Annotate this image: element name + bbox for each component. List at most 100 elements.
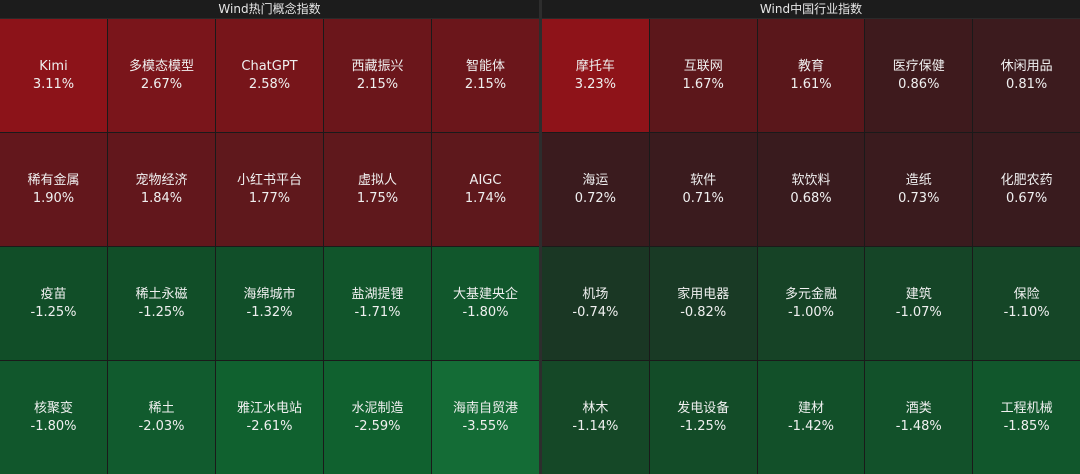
tile-name: 休闲用品 [1000,58,1053,74]
heatmap-tile[interactable]: 造纸 0.73% [865,133,973,246]
tile-change: -1.00% [787,304,834,320]
panel-title: Wind中国行业指数 [542,0,1080,19]
heatmap-tile[interactable]: 软饮料 0.68% [757,133,865,246]
heatmap-tile[interactable]: 雅江水电站 -2.61% [216,361,323,474]
heatmap-tile[interactable]: ChatGPT 2.58% [216,19,323,132]
tile-name: 水泥制造 [351,400,404,416]
heatmap-tile[interactable]: 摩托车 3.23% [542,19,649,132]
tile-change: -1.25% [680,418,727,434]
heatmap-tile[interactable]: 智能体 2.15% [432,19,539,132]
heatmap-tile[interactable]: 多元金融 -1.00% [757,247,865,360]
tile-name: 教育 [797,58,824,74]
heatmap-tile[interactable]: 宠物经济 1.84% [108,133,215,246]
tile-name: 稀土永磁 [135,286,188,302]
tile-change: -1.42% [787,418,834,434]
tile-name: 机场 [582,286,609,302]
heatmap-tile[interactable]: 保险 -1.10% [973,247,1080,360]
heatmap-tile[interactable]: 大基建央企 -1.80% [432,247,539,360]
tile-change: 2.67% [140,76,183,92]
tile-change: -2.03% [138,418,185,434]
industry-index-panel: Wind中国行业指数 摩托车 3.23% 互联网 1.67% 教育 1.61% 医疗保… [542,0,1080,474]
tile-name: ChatGPT [241,58,298,74]
tile-change: -1.80% [30,418,77,434]
tile-name: 稀有金属 [27,172,80,188]
tile-change: 3.11% [32,76,75,92]
heatmap-tile[interactable]: 发电设备 -1.25% [649,361,757,474]
tile-change: -0.74% [572,304,619,320]
tile-change: -1.32% [246,304,293,320]
heatmap-tile[interactable]: 化肥农药 0.67% [973,133,1080,246]
tile-name: 海运 [582,172,609,188]
heatmap-tile[interactable]: 盐湖提锂 -1.71% [324,247,431,360]
heatmap-tile[interactable]: 水泥制造 -2.59% [324,361,431,474]
tile-name: 虚拟人 [357,172,397,188]
tile-change: -0.82% [680,304,727,320]
tile-name: 西藏振兴 [351,58,404,74]
tile-name: 软件 [690,172,717,188]
tile-change: 2.15% [356,76,399,92]
tile-name: 小红书平台 [236,172,302,188]
tile-name: 宠物经济 [135,172,188,188]
heatmap-tile[interactable]: 海南自贸港 -3.55% [432,361,539,474]
tile-name: 雅江水电站 [236,400,302,416]
tile-change: -1.85% [1003,418,1050,434]
tile-name: 保险 [1013,286,1040,302]
heatmap-grid: 摩托车 3.23% 互联网 1.67% 教育 1.61% 医疗保健 0.86% 休闲用品… [542,19,1080,474]
tile-change: 0.72% [574,190,617,206]
heatmap-tile[interactable]: 海绵城市 -1.32% [216,247,323,360]
tile-change: 1.77% [248,190,291,206]
panel-title: Wind热门概念指数 [0,0,539,19]
tile-change: 1.74% [464,190,507,206]
tile-change: -1.71% [354,304,401,320]
heatmap-tile[interactable]: 工程机械 -1.85% [973,361,1080,474]
tile-change: 3.23% [574,76,617,92]
tile-name: 多模态模型 [128,58,194,74]
heatmap-tile[interactable]: 机场 -0.74% [542,247,649,360]
heatmap-tile[interactable]: 稀土永磁 -1.25% [108,247,215,360]
heatmap-tile[interactable]: 软件 0.71% [649,133,757,246]
tile-name: 工程机械 [1000,400,1053,416]
heatmap-tile[interactable]: AIGC 1.74% [432,133,539,246]
tile-name: 盐湖提锂 [351,286,404,302]
heatmap-tile[interactable]: 稀土 -2.03% [108,361,215,474]
tile-change: -1.10% [1003,304,1050,320]
tile-name: 海南自贸港 [452,400,518,416]
tile-change: 0.81% [1005,76,1048,92]
heatmap-tile[interactable]: 互联网 1.67% [649,19,757,132]
heatmap-tile[interactable]: 医疗保健 0.86% [865,19,973,132]
tile-change: 2.15% [464,76,507,92]
tile-name: 医疗保健 [892,58,945,74]
heatmap-tile[interactable]: 家用电器 -0.82% [649,247,757,360]
tile-change: -1.25% [138,304,185,320]
tile-name: 疫苗 [40,286,67,302]
tile-name: 建筑 [905,286,932,302]
tile-change: -1.48% [895,418,942,434]
heatmap-tile[interactable]: 教育 1.61% [757,19,865,132]
panel-divider [539,0,542,474]
heatmap-tile[interactable]: 小红书平台 1.77% [216,133,323,246]
heatmap-tile[interactable]: 核聚变 -1.80% [0,361,107,474]
tile-change: -1.25% [30,304,77,320]
heatmap-tile[interactable]: 酒类 -1.48% [865,361,973,474]
heatmap-tile[interactable]: 疫苗 -1.25% [0,247,107,360]
heatmap-tile[interactable]: 休闲用品 0.81% [973,19,1080,132]
heatmap-tile[interactable]: 林木 -1.14% [542,361,649,474]
tile-name: 互联网 [683,58,723,74]
tile-name: 酒类 [905,400,932,416]
heatmap-tile[interactable]: Kimi 3.11% [0,19,107,132]
heatmap-tile[interactable]: 稀有金属 1.90% [0,133,107,246]
heatmap-tile[interactable]: 海运 0.72% [542,133,649,246]
tile-change: -3.55% [462,418,509,434]
tile-change: 1.61% [790,76,832,92]
concept-index-panel: Wind热门概念指数 Kimi 3.11% 多模态模型 2.67% ChatGPT 2… [0,0,539,474]
tile-change: -2.59% [354,418,401,434]
heatmap-tile[interactable]: 西藏振兴 2.15% [324,19,431,132]
tile-change: -2.61% [246,418,293,434]
tile-change: 1.75% [356,190,399,206]
heatmap-tile[interactable]: 虚拟人 1.75% [324,133,431,246]
heatmap-tile[interactable]: 建材 -1.42% [757,361,865,474]
heatmap-tile[interactable]: 多模态模型 2.67% [108,19,215,132]
tile-name: AIGC [469,172,502,188]
heatmap-tile[interactable]: 建筑 -1.07% [865,247,973,360]
